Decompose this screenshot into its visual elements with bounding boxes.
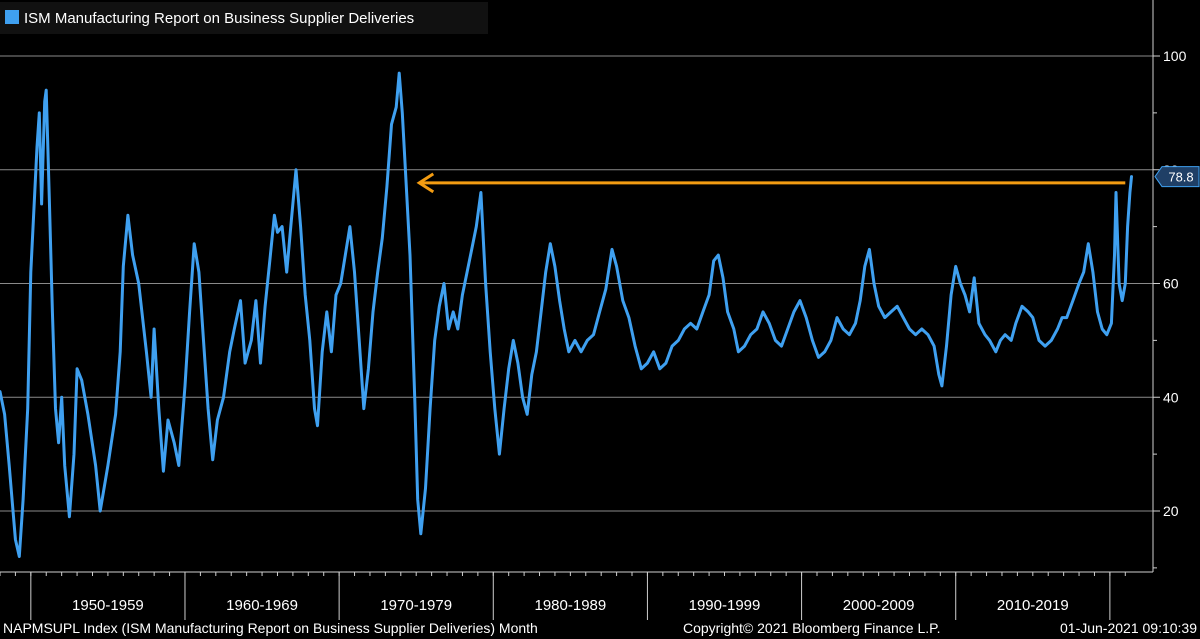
- footer-index-label: NAPMSUPL Index (ISM Manufacturing Report…: [3, 620, 538, 636]
- footer-copyright: Copyright© 2021 Bloomberg Finance L.P.: [683, 620, 941, 636]
- x-group-label-1970: 1970-1979: [380, 597, 452, 614]
- series-line-0: [0, 71, 1133, 558]
- x-group-label-1980: 1980-1989: [534, 597, 606, 614]
- y-tick-label-20: 20: [1163, 503, 1179, 519]
- x-group-label-1960: 1960-1969: [226, 597, 298, 614]
- annotation-arrow-head: [416, 172, 435, 194]
- annotation-layer: [416, 172, 1126, 194]
- footer-timestamp: 01-Jun-2021 09:10:39: [1060, 620, 1197, 636]
- series-layer: [0, 71, 1133, 558]
- axes: 204060801001950-19591960-19691970-197919…: [0, 0, 1200, 620]
- current-value-label: 78.8: [1168, 170, 1193, 185]
- legend: ISM Manufacturing Report on Business Sup…: [0, 2, 488, 34]
- y-tick-label-40: 40: [1163, 389, 1179, 405]
- footer: NAPMSUPL Index (ISM Manufacturing Report…: [3, 620, 1197, 636]
- legend-background: [0, 2, 488, 34]
- current-value-badge: [1154, 166, 1200, 188]
- y-tick-label-60: 60: [1163, 276, 1179, 292]
- x-group-label-2010: 2010-2019: [997, 597, 1069, 614]
- x-group-label-1990: 1990-1999: [689, 597, 761, 614]
- legend-swatch: [5, 10, 19, 24]
- x-group-label-1950: 1950-1959: [72, 597, 144, 614]
- x-group-label-2000: 2000-2009: [843, 597, 915, 614]
- y-tick-label-100: 100: [1163, 48, 1187, 64]
- legend-label: ISM Manufacturing Report on Business Sup…: [24, 10, 414, 27]
